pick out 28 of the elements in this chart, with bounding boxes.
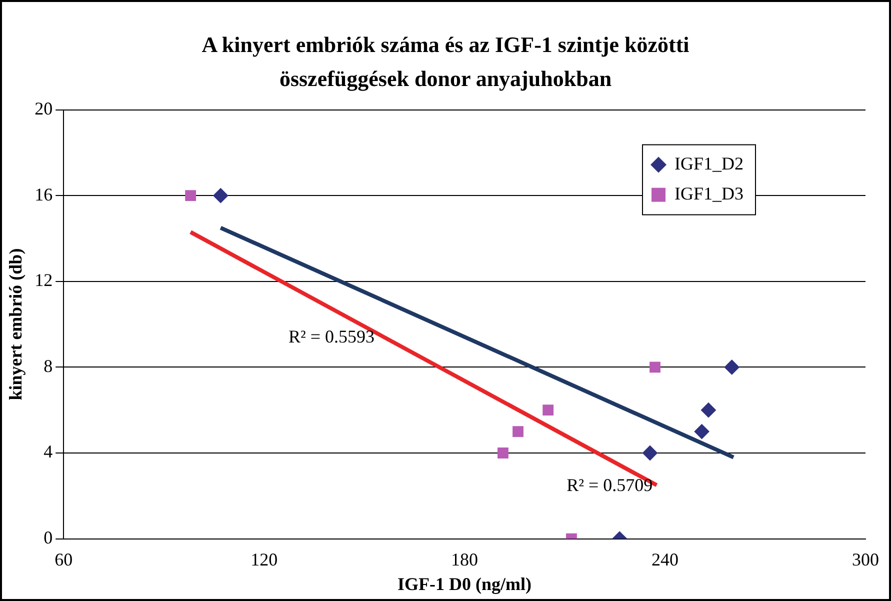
x-tick-label: 240	[652, 549, 679, 570]
y-tick-label: 8	[44, 356, 53, 376]
point	[542, 404, 554, 416]
legend-label: IGF1_D2	[674, 154, 744, 174]
point	[650, 362, 660, 373]
point	[642, 446, 658, 460]
legend-label: IGF1_D3	[674, 184, 744, 204]
point	[724, 360, 740, 375]
x-axis-title: IGF-1 D0 (ng/ml)	[398, 574, 532, 594]
chart-title: A kinyert embriók száma és az IGF-1 szintje közötti összefüggések donor anyajuhokban	[200, 31, 690, 93]
point	[185, 190, 196, 202]
x-tick-label: 120	[250, 549, 278, 570]
point	[694, 424, 710, 440]
annotation: R² = 0.5709	[566, 474, 653, 495]
x-tick-label: 300	[852, 549, 879, 570]
y-tick-label: 20	[34, 98, 53, 119]
y-tick-label: 0	[44, 528, 53, 548]
x-tick-label: 60	[54, 549, 73, 570]
annotation: R² = 0.5593	[288, 326, 375, 346]
point	[498, 448, 508, 458]
point	[213, 188, 228, 204]
point	[700, 402, 716, 418]
y-axis-title: kinyert embrió (db)	[5, 248, 26, 400]
point	[512, 426, 524, 437]
y-tick-label: 12	[34, 270, 53, 290]
y-tick-label: 4	[44, 442, 53, 462]
x-tick-label: 180	[451, 549, 478, 570]
y-tick-label: 16	[34, 184, 53, 204]
